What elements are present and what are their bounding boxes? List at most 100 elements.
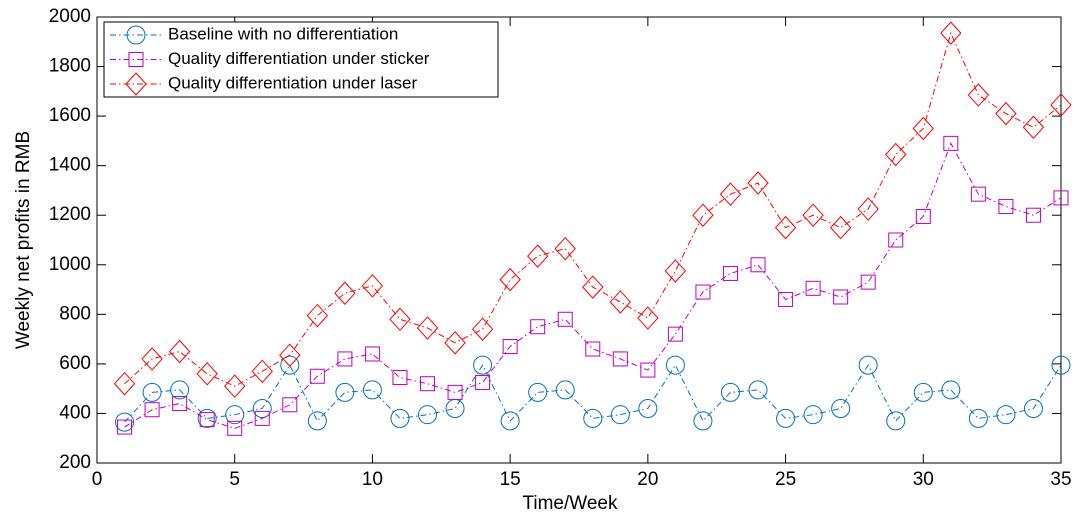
data-point [530, 319, 546, 335]
data-point [141, 347, 163, 371]
data-point [970, 186, 986, 202]
data-point [500, 411, 520, 431]
data-point [144, 402, 160, 418]
data-point [667, 326, 683, 342]
data-point [803, 405, 823, 425]
data-point [389, 307, 411, 332]
data-point [1053, 190, 1069, 206]
x-tick-label: 5 [229, 469, 240, 490]
data-point [362, 380, 382, 400]
data-point [528, 382, 548, 402]
data-point [142, 382, 162, 402]
data-point [473, 355, 493, 375]
y-tick-label: 1000 [49, 254, 91, 275]
data-point [609, 290, 631, 314]
data-point [720, 382, 740, 402]
data-point [335, 382, 355, 402]
x-tick-label: 30 [913, 469, 934, 490]
data-point [665, 355, 685, 375]
data-point [252, 398, 272, 418]
data-point [750, 257, 766, 273]
data-point [940, 21, 962, 45]
data-point [1025, 207, 1041, 223]
x-tick-label: 15 [500, 469, 521, 490]
y-tick-label: 1400 [49, 155, 91, 176]
data-point [829, 215, 852, 240]
data-point [364, 346, 380, 362]
data-point [1023, 398, 1043, 418]
data-point [747, 171, 769, 195]
data-point [168, 339, 191, 364]
data-point [557, 311, 573, 327]
data-point [334, 281, 356, 306]
y-tick-label: 2000 [49, 6, 91, 27]
data-point [282, 397, 298, 413]
data-point [941, 380, 961, 400]
data-point [722, 265, 738, 281]
data-point [502, 339, 518, 355]
data-point [640, 362, 656, 378]
data-point [915, 208, 931, 224]
data-point [1050, 93, 1072, 117]
y-tick-label: 200 [59, 452, 91, 473]
data-point [858, 355, 878, 375]
data-point [748, 380, 768, 400]
data-point [172, 396, 188, 412]
data-point [886, 411, 906, 431]
data-point [254, 410, 270, 426]
legend-label: Quality differentiation under sticker [168, 49, 430, 68]
data-point [583, 408, 603, 428]
data-point [196, 362, 218, 386]
data-point [857, 197, 879, 221]
data-point [390, 408, 410, 428]
data-point [227, 420, 243, 436]
data-point [582, 275, 604, 299]
data-point [475, 374, 491, 390]
legend-label: Quality differentiation under laser [168, 73, 418, 92]
data-point [554, 236, 576, 261]
x-tick-label: 20 [637, 469, 658, 490]
data-point [913, 382, 933, 402]
data-point [113, 371, 136, 396]
data-point [420, 376, 436, 392]
data-point [197, 408, 217, 428]
x-axis-label: Time/Week [522, 493, 618, 514]
x-tick-label: 35 [1050, 469, 1071, 490]
data-point [279, 343, 301, 367]
y-tick-label: 400 [59, 402, 91, 423]
data-point [885, 142, 907, 167]
data-point [693, 411, 713, 431]
data-point [1022, 115, 1045, 140]
x-tick-label: 10 [362, 469, 383, 490]
data-point [638, 398, 658, 418]
data-point [912, 116, 934, 141]
data-point [774, 215, 797, 240]
data-point [998, 199, 1014, 215]
data-point [610, 405, 630, 425]
data-point [444, 331, 466, 355]
data-point [555, 380, 575, 400]
data-point [199, 412, 215, 428]
data-point [361, 274, 384, 298]
data-point [805, 280, 821, 296]
data-point [776, 408, 796, 428]
data-point [418, 405, 438, 425]
data-point [416, 316, 439, 340]
data-point [995, 101, 1017, 126]
data-point [117, 419, 133, 435]
data-point [888, 232, 904, 248]
data-point [224, 374, 246, 398]
data-point [664, 259, 687, 283]
data-point [392, 370, 408, 386]
legend-marker [126, 25, 146, 45]
y-tick-label: 1200 [49, 204, 91, 225]
data-point [943, 135, 959, 151]
y-tick-label: 600 [59, 353, 91, 374]
data-point [307, 411, 327, 431]
data-point [251, 359, 273, 384]
x-tick-label: 25 [775, 469, 796, 490]
data-point [802, 203, 824, 227]
legend-marker [128, 52, 144, 67]
legend-label: Baseline with no differentiation [168, 24, 398, 43]
series-line [124, 364, 1062, 423]
